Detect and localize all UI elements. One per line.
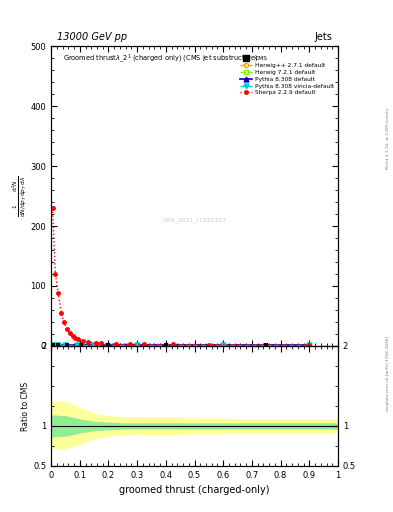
Text: CMS_2021_I1920187: CMS_2021_I1920187 [162, 217, 227, 223]
Legend: CMS, Herwig++ 2.7.1 default, Herwig 7.2.1 default, Pythia 8.308 default, Pythia : CMS, Herwig++ 2.7.1 default, Herwig 7.2.… [239, 55, 335, 97]
Y-axis label: $\frac{1}{\mathrm{d}N/\mathrm{d}p_T}\frac{\mathrm{d}^2N}{\mathrm{d}p_T\,\mathrm{: $\frac{1}{\mathrm{d}N/\mathrm{d}p_T}\fra… [11, 175, 29, 217]
Point [263, 340, 270, 349]
Point [163, 340, 169, 349]
Text: 13000 GeV pp: 13000 GeV pp [57, 32, 127, 41]
Point [78, 340, 84, 349]
X-axis label: groomed thrust (charged-only): groomed thrust (charged-only) [119, 485, 270, 495]
Text: Rivet 3.1.10, ≥ 2.6M events: Rivet 3.1.10, ≥ 2.6M events [386, 108, 390, 169]
Text: mcplots.cern.ch [arXiv:1306.3436]: mcplots.cern.ch [arXiv:1306.3436] [386, 336, 390, 411]
Point [50, 340, 56, 349]
Point [55, 340, 61, 349]
Text: Groomed thrust$\lambda\_2^1$ (charged only) (CMS jet substructure): Groomed thrust$\lambda\_2^1$ (charged on… [62, 52, 258, 65]
Y-axis label: Ratio to CMS: Ratio to CMS [21, 381, 30, 431]
Point [105, 340, 112, 349]
Text: Jets: Jets [314, 32, 332, 41]
Point [64, 340, 70, 349]
